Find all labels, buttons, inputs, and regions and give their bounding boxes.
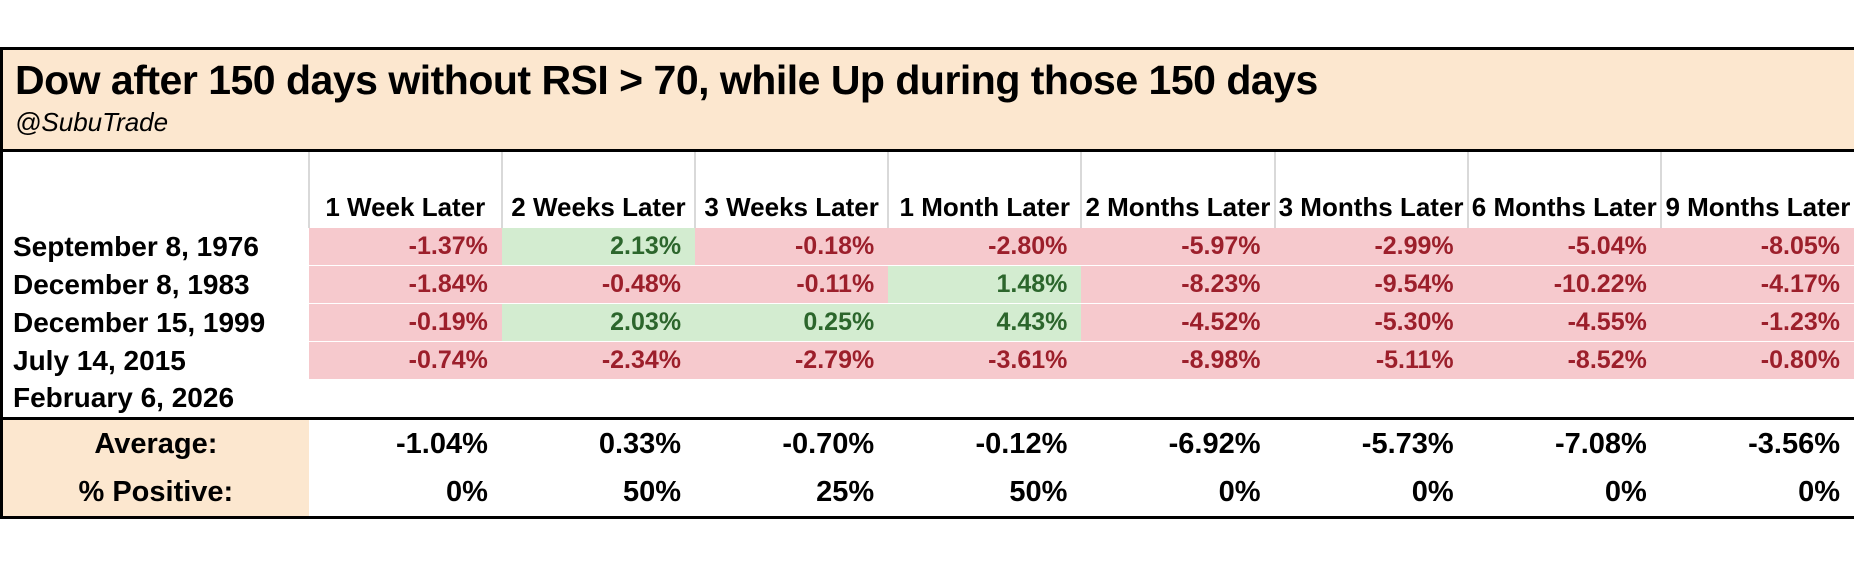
value-cell: -5.04% [1467,228,1661,266]
value-cell: -5.11% [1274,341,1468,380]
value-cell: -3.61% [888,341,1082,380]
value-cell: -0.11% [695,265,889,304]
results-table: 1 Week Later 2 Weeks Later 3 Weeks Later… [0,152,1854,519]
value-cell: -5.30% [1274,303,1468,342]
table-row-1983: December 8, 1983 -1.84% -0.48% -0.11% 1.… [2,265,1854,304]
column-header-3-weeks: 3 Weeks Later [694,152,889,228]
percent-positive-value: 50% [501,469,696,519]
date-label: July 14, 2015 [13,344,186,376]
value-cell [695,379,889,419]
value-cell: -8.05% [1660,228,1854,266]
value-cell: -2.34% [501,341,696,380]
title-bar: Dow after 150 days without RSI > 70, whi… [0,47,1854,152]
value-cell: 0.25% [695,303,889,342]
subtitle-handle: @SubuTrade [15,107,169,138]
value-cell: -1.23% [1660,303,1854,342]
average-value: -0.70% [695,417,889,469]
value-cell [501,379,696,419]
column-header-1-week: 1 Week Later [307,152,502,228]
column-header-3-months: 3 Months Later [1273,152,1468,228]
value-cell: -8.23% [1081,265,1275,304]
value-cell: -2.80% [888,228,1082,266]
average-value: -0.12% [888,417,1082,469]
value-cell: -1.37% [308,228,502,266]
percent-positive-row: % Positive: 0% 50% 25% 50% 0% 0% 0% 0% [1,469,1854,519]
average-value: -3.56% [1660,417,1854,469]
date-label: September 8, 1976 [13,230,259,262]
average-value: 0.33% [501,417,696,469]
value-cell: -0.48% [501,265,696,304]
value-cell [1274,379,1468,419]
table-row-1976: September 8, 1976 -1.37% 2.13% -0.18% -2… [2,228,1854,266]
date-label: February 6, 2026 [13,382,235,414]
value-cell: -0.18% [695,228,889,266]
average-label: Average: [1,417,309,469]
table-row-1999: December 15, 1999 -0.19% 2.03% 0.25% 4.4… [2,303,1854,342]
average-value: -1.04% [308,417,502,469]
value-cell [308,379,502,419]
value-cell: -0.19% [308,303,502,342]
value-cell: 1.48% [888,265,1082,304]
page: Dow after 150 days without RSI > 70, whi… [0,47,1854,519]
column-header-2-months: 2 Months Later [1080,152,1275,228]
value-cell [1467,379,1661,419]
percent-positive-value: 50% [888,469,1082,519]
percent-positive-label: % Positive: [1,469,309,519]
percent-positive-value: 25% [695,469,889,519]
average-row: Average: -1.04% 0.33% -0.70% -0.12% -6.9… [1,417,1854,469]
average-value: -7.08% [1467,417,1661,469]
column-header-2-weeks: 2 Weeks Later [500,152,696,228]
value-cell: -4.52% [1081,303,1275,342]
percent-positive-value: 0% [1274,469,1468,519]
percent-positive-value: 0% [1081,469,1275,519]
date-label: December 15, 1999 [13,306,266,338]
header-spacer [2,152,309,228]
value-cell: -0.74% [308,341,502,380]
date-label: December 8, 1983 [13,268,250,300]
percent-positive-value: 0% [1660,469,1854,519]
table-row-2026: February 6, 2026 [2,379,1854,419]
value-cell [888,379,1082,419]
average-value: -5.73% [1274,417,1468,469]
value-cell: 2.03% [501,303,696,342]
value-cell: 4.43% [888,303,1082,342]
value-cell: -8.98% [1081,341,1275,380]
table-row-2015: July 14, 2015 -0.74% -2.34% -2.79% -3.61… [2,341,1854,380]
value-cell: -9.54% [1274,265,1468,304]
value-cell [1660,379,1854,419]
value-cell: -2.79% [695,341,889,380]
column-header-6-months: 6 Months Later [1466,152,1661,228]
value-cell: -4.55% [1467,303,1661,342]
value-cell: 2.13% [501,228,696,266]
value-cell: -4.17% [1660,265,1854,304]
value-cell [1081,379,1275,419]
value-cell: -0.80% [1660,341,1854,380]
value-cell: -1.84% [308,265,502,304]
column-header-9-months: 9 Months Later [1659,152,1854,228]
column-header-1-month: 1 Month Later [887,152,1082,228]
page-title: Dow after 150 days without RSI > 70, whi… [15,57,1318,103]
value-cell: -10.22% [1467,265,1661,304]
percent-positive-value: 0% [1467,469,1661,519]
value-cell: -5.97% [1081,228,1275,266]
value-cell: -2.99% [1274,228,1468,266]
header-row: 1 Week Later 2 Weeks Later 3 Weeks Later… [2,152,1854,228]
average-value: -6.92% [1081,417,1275,469]
percent-positive-value: 0% [308,469,502,519]
value-cell: -8.52% [1467,341,1661,380]
